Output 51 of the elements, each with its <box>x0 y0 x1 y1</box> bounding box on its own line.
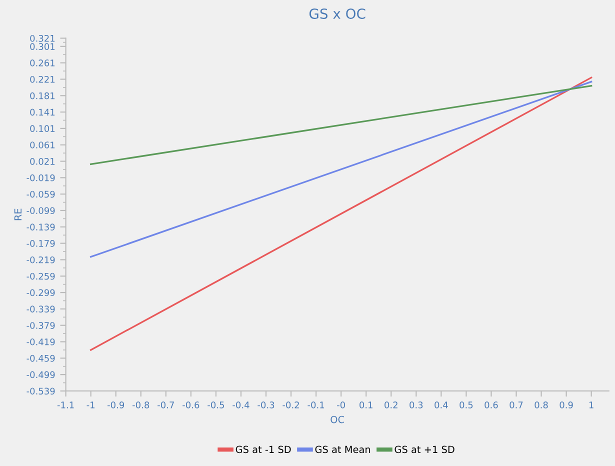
y-tick-label: 0.141 <box>30 108 55 116</box>
y-tick-label: 0.061 <box>30 142 55 148</box>
legend-label: GS at Mean <box>315 446 370 454</box>
x-tick-label: 0.7 <box>510 402 523 408</box>
x-tick-label: -0.4 <box>232 402 250 408</box>
y-tick-label: 0.101 <box>30 125 55 132</box>
chart-title: GS x OC <box>309 8 366 19</box>
y-tick-label: -0.499 <box>26 371 55 378</box>
x-tick-label: -0.7 <box>158 402 174 408</box>
x-tick-label: -0.9 <box>107 402 124 408</box>
x-tick-label: 0.6 <box>484 402 498 408</box>
y-tick-label: -0.099 <box>26 207 55 214</box>
y-tick-label: -0.459 <box>26 354 55 362</box>
x-tick-label: -0.2 <box>282 402 299 408</box>
x-tick-label: 0.5 <box>460 402 473 408</box>
y-axis-title: RE <box>14 208 22 220</box>
x-tick-label: -0 <box>337 402 345 408</box>
y-tick-label: 0.221 <box>30 76 55 83</box>
y-tick-label: -0.419 <box>26 338 55 346</box>
y-tick-label: -0.259 <box>26 272 55 280</box>
x-tick-label: 0.3 <box>410 402 423 408</box>
x-tick-label: -0.6 <box>182 402 200 408</box>
y-tick-label: 0.261 <box>30 60 55 66</box>
x-tick-label: -1.1 <box>57 402 74 408</box>
x-tick-label: -1 <box>86 402 94 408</box>
x-tick-label: 0.4 <box>434 402 448 408</box>
x-tick-label: 0.9 <box>560 402 573 408</box>
y-tick-label: -0.299 <box>26 289 55 296</box>
y-tick-label: -0.219 <box>26 256 55 264</box>
x-tick-label: 0.2 <box>384 402 398 408</box>
y-tick-label: -0.539 <box>26 388 55 395</box>
x-tick-label: 1 <box>589 402 594 408</box>
y-tick-label: -0.139 <box>26 224 55 230</box>
x-tick-label: 0.8 <box>534 402 548 408</box>
y-tick-label: -0.059 <box>26 190 55 198</box>
y-tick-label: 0.021 <box>30 158 55 165</box>
y-tick-label: -0.339 <box>26 306 55 312</box>
legend-label: GS at -1 SD <box>236 446 291 454</box>
x-tick-label: -0.1 <box>308 402 324 408</box>
x-axis-title: OC <box>330 416 344 424</box>
y-tick-label: 0.181 <box>30 92 55 100</box>
y-tick-label: -0.179 <box>26 240 55 247</box>
y-tick-label: -0.379 <box>26 322 55 329</box>
y-tick-label: -0.019 <box>26 174 55 182</box>
y-tick-label: 0.321 <box>30 34 55 42</box>
legend-label: GS at +1 SD <box>394 446 454 454</box>
x-tick-label: -0.8 <box>132 402 150 408</box>
y-tick-label: 0.301 <box>30 43 55 50</box>
x-tick-label: -0.3 <box>258 402 274 408</box>
x-tick-label: -0.5 <box>208 402 224 408</box>
x-tick-label: 0.1 <box>360 402 372 408</box>
